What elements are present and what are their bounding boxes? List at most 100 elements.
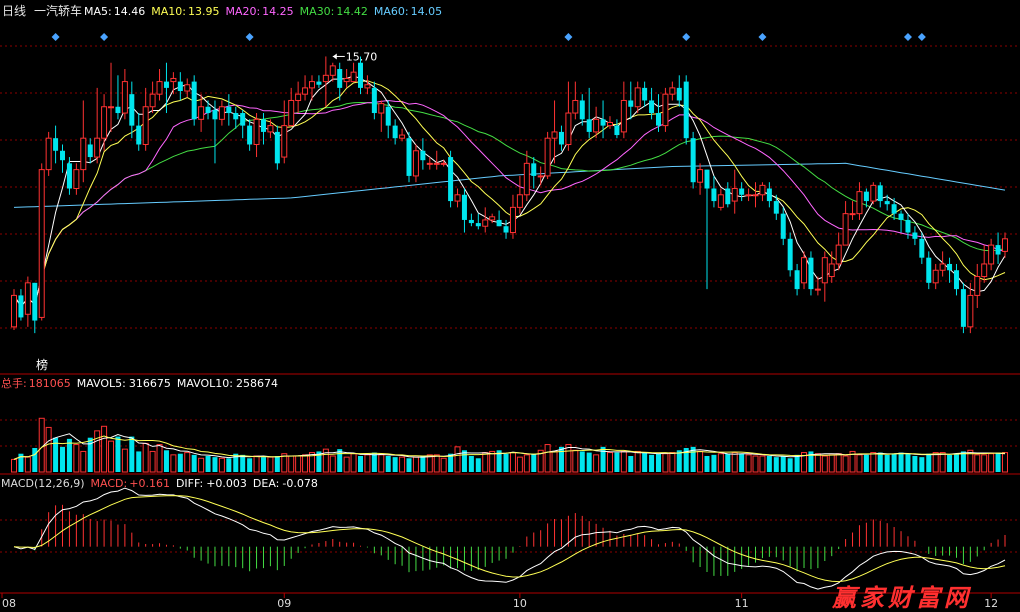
volume-bar-up: [932, 452, 939, 473]
candle-down: [586, 119, 592, 132]
volume-bar-down: [780, 456, 786, 472]
candle-down: [655, 113, 661, 126]
volume-bar-up: [634, 450, 641, 473]
volume-bar-down: [448, 453, 454, 472]
candle-up: [745, 194, 752, 197]
dea-label: DEA:: [253, 477, 279, 490]
diamond-marker: [564, 33, 573, 41]
volume-bar-down: [898, 452, 904, 472]
candle-up: [156, 81, 163, 95]
diamond-marker: [903, 33, 912, 41]
volume-bar-up: [856, 454, 863, 473]
ma30-line: [13, 101, 1006, 308]
ma-legend-value: 14.46: [114, 5, 146, 18]
volume-bar-up: [24, 456, 31, 473]
candle-down: [787, 238, 793, 271]
candle-down: [226, 106, 232, 114]
list-badge: 榜: [36, 357, 48, 372]
candle-down: [32, 282, 38, 321]
volume-bar-up: [302, 454, 309, 473]
candle-up: [572, 99, 579, 114]
candle-up: [835, 244, 842, 265]
volume-bar-down: [461, 450, 467, 472]
volume-bar-up: [399, 456, 406, 473]
candle-up: [856, 191, 863, 215]
x-tick-label: 08: [2, 597, 16, 610]
volume-bar-up: [870, 452, 877, 473]
candle-up: [717, 194, 724, 208]
candle-up: [142, 106, 149, 145]
candle-up: [544, 137, 551, 177]
volume-bar-down: [226, 458, 232, 472]
diff-line: [13, 487, 1006, 590]
candle-up: [828, 263, 835, 278]
volume-bar-down: [912, 456, 918, 472]
candle-up: [170, 77, 177, 83]
volume-bar-down: [725, 453, 731, 472]
candle-up: [218, 106, 225, 120]
candle-up: [378, 103, 385, 114]
ma-legend-value: 13.95: [188, 5, 220, 18]
candle-up: [662, 93, 669, 127]
candle-down: [649, 100, 655, 114]
volume-bar-up: [412, 456, 419, 473]
ma-legend-value: 14.05: [411, 5, 443, 18]
candle-down: [676, 87, 682, 101]
volume-bar-up: [350, 453, 357, 473]
candle-up: [669, 87, 676, 95]
candle-down: [212, 109, 218, 120]
volume-bar-down: [233, 453, 239, 472]
volume-bar-up: [967, 449, 974, 473]
volume-bar-up: [440, 457, 447, 473]
candle-up: [73, 169, 80, 189]
candle-up: [454, 194, 461, 202]
volume-bar-up: [1001, 452, 1008, 473]
volume-bar-down: [60, 446, 66, 472]
volume-bar-up: [149, 450, 156, 473]
candle-up: [11, 294, 17, 328]
diamond-marker: [917, 33, 926, 41]
volume-bar-down: [316, 451, 322, 472]
candle-down: [891, 204, 897, 214]
volume-bar-up: [849, 450, 856, 473]
volume-bar-up: [426, 454, 433, 473]
volume-bar-down: [600, 446, 606, 472]
volume-bar-up: [620, 450, 627, 473]
candle-down: [136, 125, 142, 145]
candle-down: [247, 125, 253, 145]
candle-up: [489, 216, 496, 221]
volume-bar-down: [406, 458, 412, 472]
candle-up: [821, 257, 828, 284]
candle-down: [953, 270, 959, 290]
candle-up: [288, 99, 295, 127]
candle-down: [448, 157, 454, 202]
stock-name: 一汽轿车: [34, 3, 82, 18]
candle-down: [628, 100, 634, 107]
candle-down: [531, 163, 537, 176]
diamond-marker: [100, 33, 109, 41]
candle-up: [606, 121, 613, 127]
candle-down: [468, 219, 474, 224]
volume-bar-down: [953, 453, 959, 472]
volume-bar-down: [711, 454, 717, 472]
candle-up: [364, 84, 371, 89]
volume-bar-up: [669, 452, 676, 473]
volume-bar-up: [170, 454, 177, 473]
candle-down: [877, 185, 883, 202]
volume-bar-up: [544, 444, 551, 473]
candle-up: [932, 269, 939, 284]
volume-bar-up: [343, 456, 350, 473]
volume-bar-up: [121, 448, 128, 473]
period-label: 日线: [2, 4, 26, 18]
candle-up: [814, 288, 821, 291]
candle-down: [406, 138, 412, 176]
volume-bar-down: [808, 451, 814, 472]
volume-bar-up: [156, 444, 163, 473]
volume-bar-down: [676, 450, 682, 472]
volume-bar-down: [240, 454, 246, 472]
volume-bar-down: [32, 448, 38, 472]
candle-up: [537, 175, 544, 178]
dea-value: -0.078: [282, 477, 317, 490]
candle-down: [947, 263, 953, 271]
volume-bar-down: [947, 454, 953, 472]
